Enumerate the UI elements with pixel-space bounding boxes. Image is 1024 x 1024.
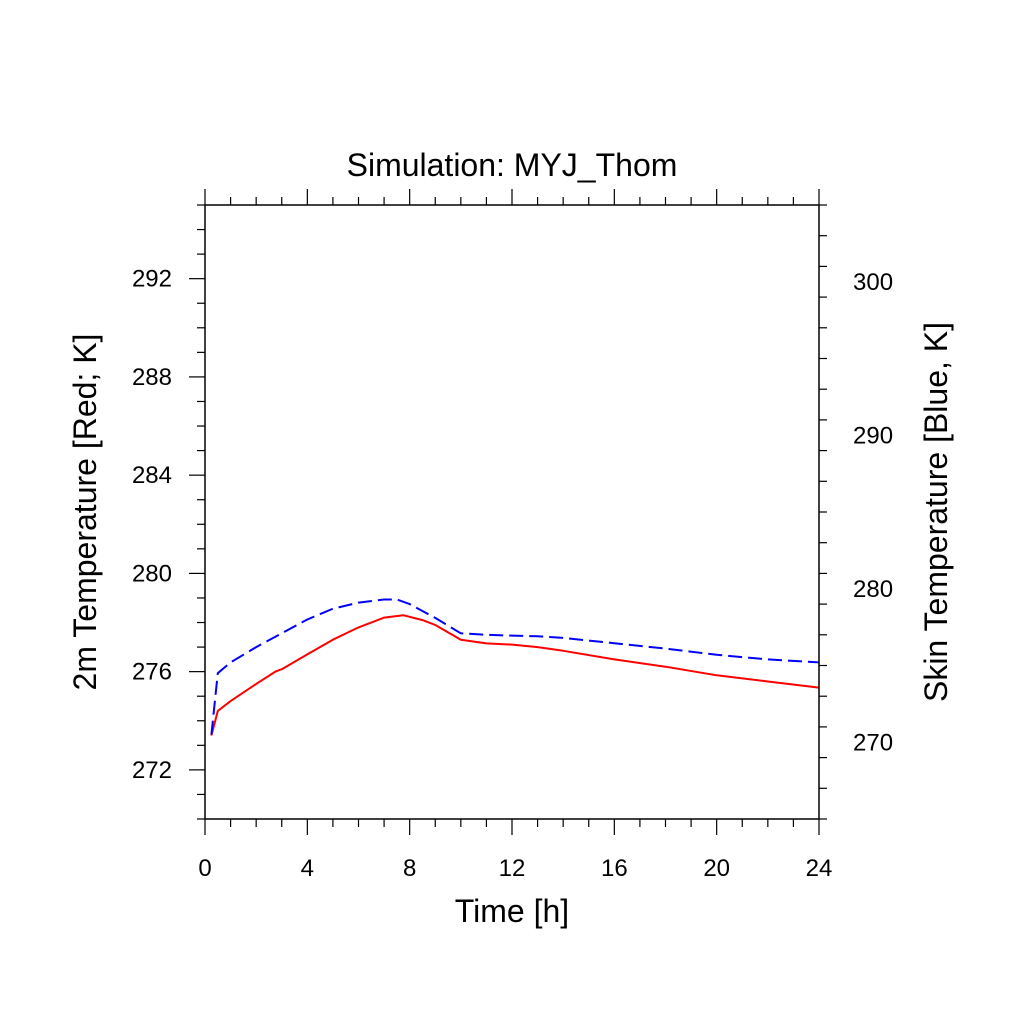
- skin-temperature-line: [210, 598, 820, 735]
- plot-frame: [204, 204, 820, 820]
- x-axis-label: Time [h]: [455, 893, 569, 929]
- x-tick-label: 24: [806, 855, 833, 882]
- y-left-tick-label: 272: [132, 757, 172, 784]
- y-left-tick-label: 284: [132, 462, 172, 489]
- x-tick-label: 0: [198, 855, 211, 882]
- x-tick-label: 8: [403, 855, 416, 882]
- chart-title: Simulation: MYJ_Thom: [347, 147, 678, 183]
- tick-labels: 0 4 8 12 16 20 24 272 276 280 284 288 292 270 280 290 30…: [132, 266, 893, 882]
- y-left-tick-label: 280: [132, 560, 172, 587]
- y-left-tick-label: 276: [132, 659, 172, 686]
- x-tick-label: 12: [499, 855, 526, 882]
- y-right-tick-label: 300: [853, 269, 893, 296]
- y-axis-label-right: Skin Temperature [Blue, K]: [918, 322, 954, 702]
- y-right-tick-label: 280: [853, 576, 893, 603]
- y-right-tick-label: 270: [853, 729, 893, 756]
- y-axis-label-left: 2m Temperature [Red; K]: [67, 334, 103, 691]
- x-tick-label: 4: [301, 855, 314, 882]
- two-m-temperature-line: [210, 614, 820, 736]
- axis-ticks: [189, 189, 827, 835]
- y-left-tick-label: 288: [132, 364, 172, 391]
- x-tick-label: 20: [703, 855, 730, 882]
- y-left-tick-label: 292: [132, 266, 172, 293]
- x-tick-label: 16: [601, 855, 628, 882]
- series-lines: [210, 598, 820, 736]
- y-right-tick-label: 290: [853, 422, 893, 449]
